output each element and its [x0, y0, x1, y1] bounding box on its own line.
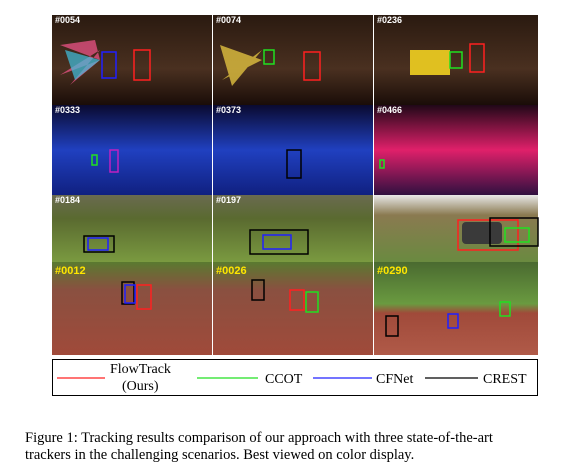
box — [303, 51, 321, 81]
frame-label: #0054 — [55, 15, 80, 25]
frame-label: #0012 — [55, 265, 86, 277]
frame-label: #0373 — [216, 105, 241, 115]
box — [504, 227, 530, 243]
caption-line: trackers in the challenging scenarios. B… — [25, 447, 415, 463]
frame-labels: #0054 #0074 #0236 #0333 #0373 #0466 #018… — [55, 15, 408, 277]
box — [499, 301, 511, 317]
box — [489, 217, 539, 247]
legend-label: CREST — [483, 372, 527, 387]
box — [262, 234, 292, 250]
frame-label: #0184 — [55, 195, 80, 205]
frame-label: #0236 — [377, 15, 402, 25]
frame-label: #0466 — [377, 105, 402, 115]
row-4 — [52, 262, 538, 355]
row-3 — [52, 195, 539, 262]
box — [449, 51, 463, 69]
box — [91, 154, 98, 166]
frame-label: #0333 — [55, 105, 80, 115]
box — [83, 235, 115, 253]
scene — [410, 50, 450, 75]
box — [305, 291, 319, 313]
row-2 — [52, 105, 538, 195]
box — [469, 43, 485, 73]
frame — [213, 195, 373, 262]
frame-label: #0074 — [216, 15, 241, 25]
box — [286, 149, 302, 179]
legend-label: CFNet — [376, 372, 413, 387]
box — [136, 284, 152, 310]
box — [457, 219, 519, 251]
frame — [52, 262, 212, 355]
row-1 — [52, 15, 538, 105]
frame — [374, 105, 538, 195]
frame-label: #0197 — [216, 195, 241, 205]
frame — [213, 262, 373, 355]
box — [379, 159, 385, 169]
frame — [374, 15, 538, 105]
legend-label: CCOT — [265, 372, 303, 387]
scene — [220, 45, 262, 86]
frame — [52, 105, 212, 195]
legend-label: (Ours) — [122, 379, 159, 394]
box — [121, 281, 135, 305]
scene — [462, 222, 502, 244]
box — [289, 289, 305, 311]
frame-label: #0290 — [377, 265, 408, 277]
box — [251, 279, 265, 301]
box — [101, 51, 117, 79]
box — [263, 49, 275, 65]
frame-label: #0026 — [216, 265, 247, 277]
box — [447, 313, 459, 329]
box — [133, 49, 151, 81]
box — [87, 237, 109, 251]
box — [249, 229, 309, 255]
legend: FlowTrack (Ours) CCOT CFNet CREST — [52, 359, 538, 396]
box — [124, 284, 136, 304]
box — [109, 149, 119, 173]
caption-line: Figure 1: Tracking results comparison of… — [25, 430, 493, 446]
frame — [52, 195, 212, 262]
scene — [65, 50, 100, 80]
box — [385, 315, 399, 337]
legend-label: FlowTrack — [110, 362, 171, 377]
